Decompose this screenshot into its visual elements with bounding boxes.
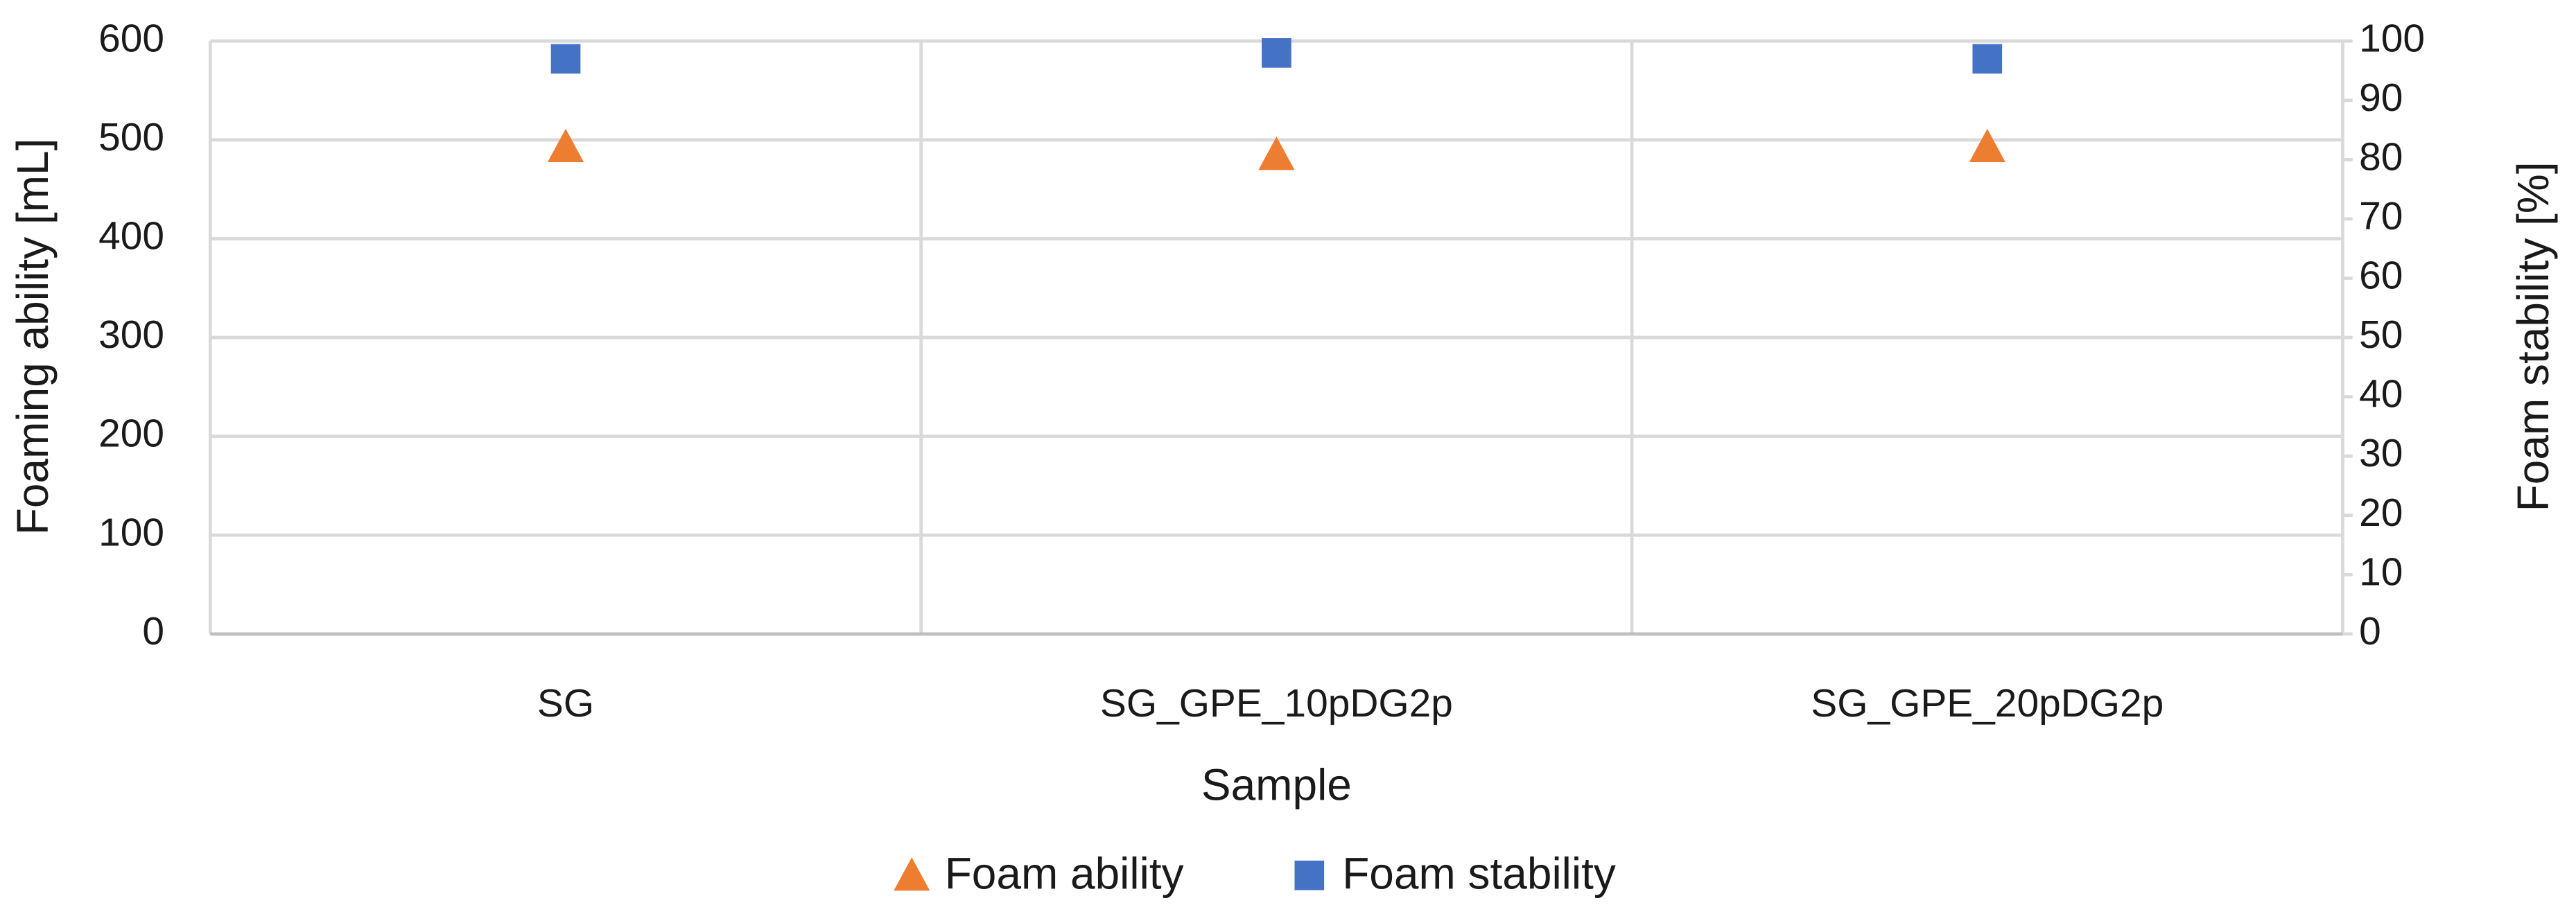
x-axis-title: Sample [1201,760,1352,810]
y2-axis-title: Foam stability [%] [2508,161,2558,511]
legend-marker [894,857,930,891]
x-tick-label: SG_GPE_20pDG2p [1811,682,2164,726]
y2-tick-label: 10 [2359,550,2403,594]
y2-tick-label: 40 [2359,373,2403,416]
y-tick-label: 500 [98,116,164,159]
y2-tick-label: 90 [2359,76,2403,120]
y2-tick-label: 100 [2359,17,2425,60]
y2-tick-label: 50 [2359,313,2403,357]
y-tick-label: 300 [98,313,164,357]
square-marker [1972,44,2003,74]
y-tick-label: 100 [98,511,164,554]
y2-tick-label: 0 [2359,610,2381,653]
legend-label: Foam ability [945,849,1184,899]
legend-marker [1294,860,1325,890]
square-marker [550,44,581,74]
x-tick-label: SG [537,682,594,726]
y2-tick-label: 60 [2359,254,2403,298]
triangle-marker [1258,137,1295,170]
y-tick-label: 200 [98,412,164,456]
y-tick-label: 400 [98,214,164,258]
y-axis-title: Foaming ability [mL] [8,139,58,536]
legend-label: Foam stability [1342,849,1616,899]
x-tick-label: SG_GPE_10pDG2p [1100,682,1453,726]
triangle-marker [547,128,584,162]
triangle-marker [1969,128,2005,162]
y2-tick-label: 30 [2359,432,2403,475]
y2-tick-label: 70 [2359,195,2403,238]
y2-tick-label: 20 [2359,491,2403,535]
y2-tick-label: 80 [2359,135,2403,179]
y-tick-label: 600 [98,17,164,60]
square-marker [1262,38,1291,68]
y-tick-label: 0 [142,610,164,653]
